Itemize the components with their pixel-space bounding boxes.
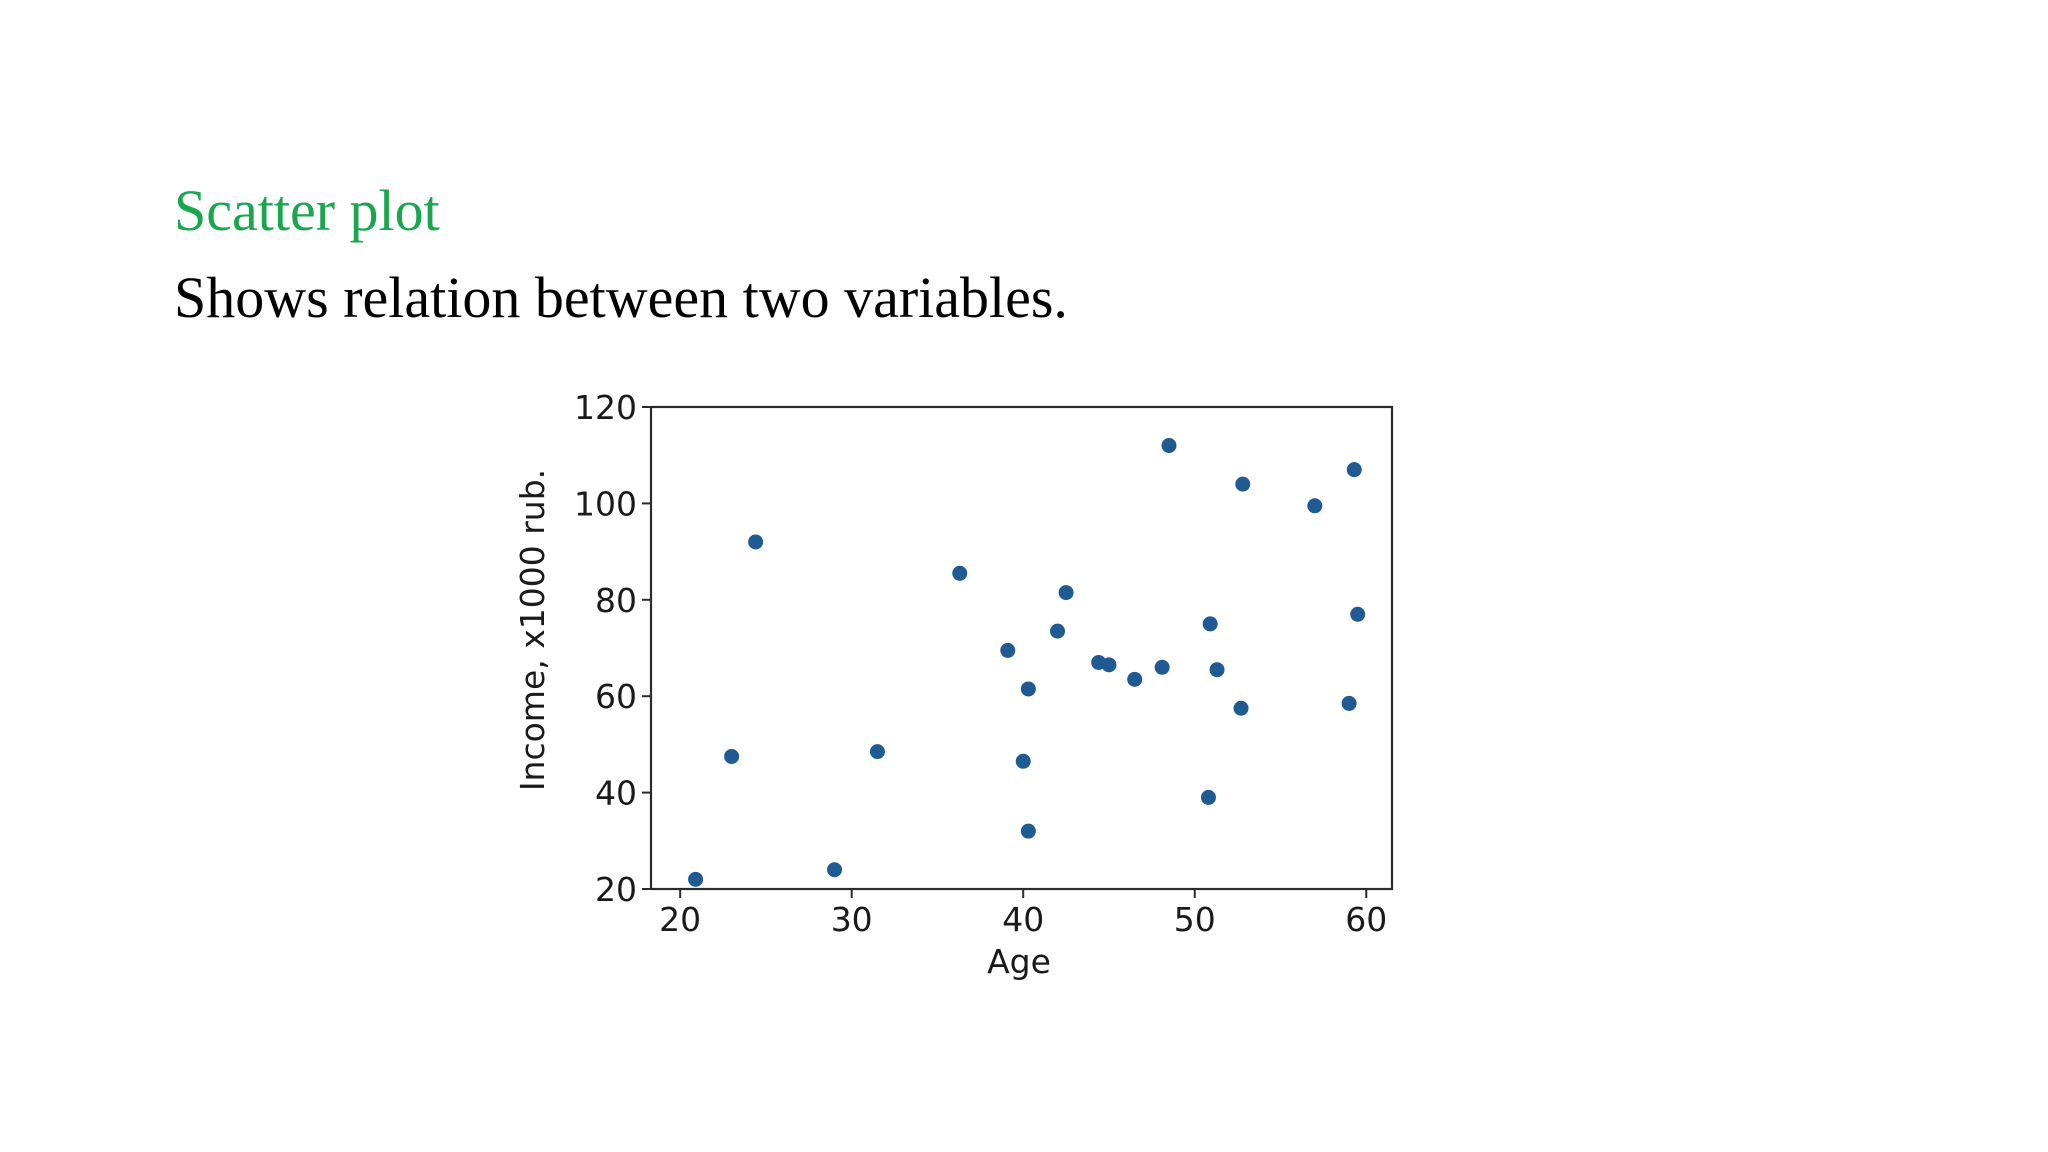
scatter-point (748, 534, 764, 550)
scatter-point (1350, 606, 1366, 622)
x-tick-label: 40 (1002, 900, 1044, 939)
scatter-point (1020, 681, 1036, 697)
x-axis-title: Age (987, 942, 1051, 981)
scatter-point (1233, 700, 1249, 716)
scatter-point (1058, 585, 1074, 601)
y-axis-title: Income, x1000 rub. (513, 469, 552, 791)
scatter-point (1000, 642, 1016, 658)
y-tick-label: 40 (595, 774, 637, 813)
scatter-point (1161, 438, 1177, 454)
scatter-point (952, 565, 968, 581)
slide-subtitle: Shows relation between two variables. (174, 265, 1068, 330)
scatter-point (1101, 657, 1117, 673)
scatter-point (1127, 671, 1143, 687)
y-tick-label: 80 (595, 581, 637, 620)
scatter-point (1307, 498, 1323, 514)
scatter-point (1202, 616, 1218, 632)
scatter-point (1235, 476, 1251, 492)
x-tick-label: 20 (659, 900, 701, 939)
x-tick-label: 60 (1345, 900, 1387, 939)
scatter-point (1015, 753, 1031, 769)
scatter-point (869, 744, 885, 760)
y-tick-label: 60 (595, 677, 637, 716)
scatter-point (1346, 462, 1362, 478)
scatter-point (1020, 823, 1036, 839)
y-tick-label: 20 (595, 870, 637, 909)
scatter-point (724, 748, 740, 764)
x-tick-label: 30 (831, 900, 873, 939)
scatter-point (688, 871, 704, 887)
scatter-point (1200, 789, 1216, 805)
x-tick-label: 50 (1174, 900, 1216, 939)
scatter-point (1209, 662, 1225, 678)
scatter-point (827, 862, 843, 878)
y-tick-label: 100 (574, 484, 637, 523)
plot-frame (649, 405, 1394, 891)
data-points (688, 438, 1366, 887)
plot-area-border (649, 405, 1394, 891)
scatter-point (1154, 659, 1170, 675)
scatter-point (1341, 695, 1357, 711)
axis-ticks: 20 30 40 50 60 20 40 60 80 100 120 (574, 388, 1387, 939)
y-tick-label: 120 (574, 388, 637, 427)
slide-title: Scatter plot (174, 178, 440, 243)
scatter-point (1050, 623, 1066, 639)
